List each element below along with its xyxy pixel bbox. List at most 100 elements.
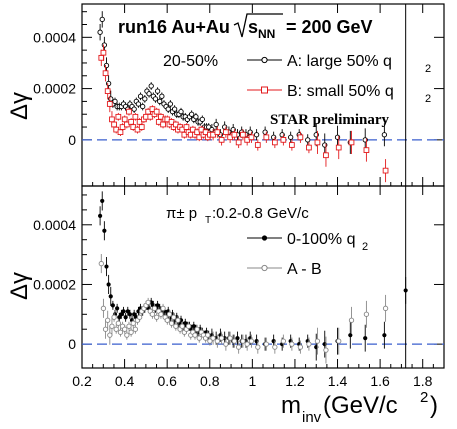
data-point-open bbox=[227, 335, 233, 341]
legend-label-series-a: A: large 50% q bbox=[287, 53, 392, 70]
data-point-open bbox=[137, 93, 144, 99]
data-point-open bbox=[192, 332, 198, 338]
data-point-square bbox=[153, 108, 160, 115]
x-tick-label: 1.2 bbox=[285, 373, 305, 389]
data-point-open bbox=[152, 96, 159, 102]
energy-value: = 200 GeV bbox=[286, 17, 373, 37]
data-point-open bbox=[166, 311, 173, 317]
data-point-open bbox=[97, 29, 103, 35]
data-point-open bbox=[363, 311, 370, 317]
data-point-filled bbox=[98, 213, 103, 218]
data-point-open bbox=[160, 305, 166, 311]
data-point-filled bbox=[155, 303, 160, 308]
data-point-open bbox=[305, 137, 311, 143]
data-point-filled bbox=[125, 309, 130, 314]
data-point-square bbox=[363, 147, 370, 153]
data-point-square bbox=[214, 129, 221, 136]
data-point-open bbox=[280, 338, 287, 344]
data-point-open bbox=[348, 317, 355, 323]
cuts-label-main: π± p bbox=[166, 205, 197, 222]
data-point-open bbox=[171, 106, 178, 112]
data-point-open bbox=[142, 96, 148, 102]
data-point-open bbox=[336, 338, 342, 344]
data-point-open bbox=[113, 326, 119, 332]
data-point-open bbox=[105, 80, 112, 87]
data-point-open bbox=[148, 83, 154, 89]
data-point-filled bbox=[235, 336, 240, 341]
data-point-open bbox=[146, 91, 152, 97]
data-point-open bbox=[164, 317, 170, 323]
data-point-square bbox=[263, 134, 270, 141]
x-tick-label: 0.6 bbox=[157, 373, 177, 389]
y-tick-label: 0.0004 bbox=[33, 29, 76, 45]
data-point-open bbox=[107, 332, 113, 338]
data-point-open bbox=[126, 323, 132, 329]
sqrt-s: s bbox=[248, 17, 258, 37]
legend-entry-series-b: B: small 50% q 2 bbox=[247, 83, 431, 105]
data-point-open bbox=[115, 320, 121, 326]
data-point-filled bbox=[132, 312, 137, 317]
y-tick-label: 0.0004 bbox=[33, 217, 76, 233]
data-point-square bbox=[382, 167, 389, 174]
data-point-square bbox=[323, 152, 329, 159]
data-point-filled bbox=[403, 288, 408, 293]
data-point-open bbox=[288, 134, 294, 140]
y-tick-label: 0 bbox=[68, 336, 76, 352]
data-point-square bbox=[235, 139, 242, 146]
data-point-filled bbox=[348, 333, 353, 338]
bottom-x-ticks: 0.2 0.4 0.6 0.8 1 1.2 1.4 1.6 1.8 bbox=[72, 186, 434, 389]
data-point-filled bbox=[110, 303, 115, 308]
data-point-filled bbox=[382, 333, 387, 338]
data-point-open bbox=[111, 314, 117, 320]
data-point-open bbox=[99, 16, 105, 23]
data-point-open bbox=[171, 314, 177, 320]
data-point-open bbox=[179, 323, 185, 329]
data-point-open bbox=[105, 317, 111, 323]
data-point-open bbox=[130, 320, 136, 326]
y-tick-label: 0.0002 bbox=[33, 81, 76, 97]
data-point-open bbox=[306, 341, 312, 347]
data-point-filled bbox=[100, 198, 105, 204]
sqrt-sign bbox=[233, 13, 283, 38]
data-point-open bbox=[175, 317, 181, 323]
legend-label-series-a-sub: 2 bbox=[425, 63, 431, 75]
top-data-points bbox=[97, 11, 389, 183]
data-point-filled bbox=[183, 321, 188, 326]
top-y-ticks: 0 0.0002 0.0004 bbox=[33, 11, 444, 148]
data-point-open bbox=[149, 311, 156, 317]
data-point-square bbox=[100, 49, 107, 56]
data-point-square bbox=[223, 129, 229, 136]
data-point-square bbox=[102, 70, 109, 77]
data-point-open bbox=[173, 323, 179, 329]
x-axis-label: m inv (GeV/c 2 ) bbox=[281, 389, 438, 426]
data-point-square bbox=[104, 88, 111, 95]
x-tick-label: 0.8 bbox=[200, 373, 220, 389]
data-point-open bbox=[98, 260, 104, 267]
data-point-open bbox=[154, 314, 160, 320]
data-point-open bbox=[323, 347, 329, 353]
centrality-label: 20-50% bbox=[163, 53, 218, 70]
data-point-square bbox=[240, 131, 246, 138]
data-point-open bbox=[108, 96, 114, 102]
run-label: run16 Au+Au bbox=[118, 17, 230, 37]
legend-entry-all: 0-100% q 2 bbox=[247, 231, 368, 253]
data-point-open bbox=[223, 341, 229, 347]
data-point-open bbox=[289, 341, 295, 347]
legend-entry-series-a: A: large 50% q 2 bbox=[247, 53, 431, 75]
data-point-open bbox=[218, 335, 225, 341]
data-point-square bbox=[218, 137, 225, 143]
data-point-open bbox=[124, 332, 130, 338]
data-point-filled bbox=[106, 282, 111, 287]
data-point-open bbox=[158, 311, 164, 317]
data-point-filled bbox=[191, 324, 196, 329]
y-axis-label-top: Δγ bbox=[6, 92, 33, 120]
data-point-square bbox=[126, 108, 132, 115]
data-point-square bbox=[297, 134, 304, 141]
data-point-open bbox=[253, 132, 260, 138]
data-point-filled bbox=[115, 306, 120, 311]
data-point-open bbox=[140, 103, 146, 110]
legend-label-series-b-sub: 2 bbox=[425, 93, 431, 105]
data-point-square bbox=[138, 124, 145, 130]
x-tick-label: 0.2 bbox=[72, 373, 92, 389]
